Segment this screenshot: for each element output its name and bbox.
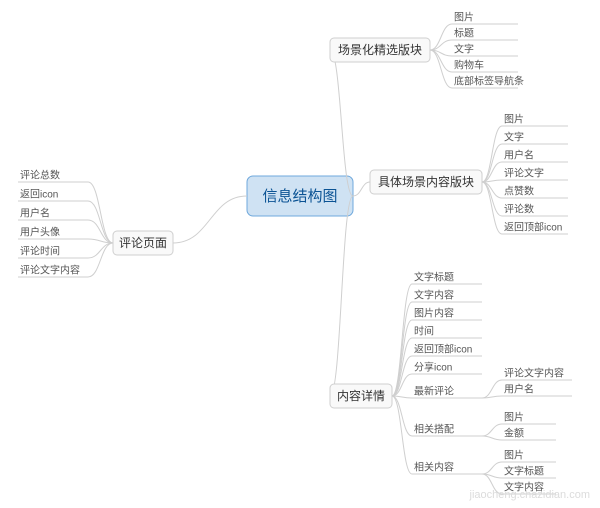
leaf-label: 底部标签导航条: [454, 75, 524, 88]
edge-branch-leaf: [88, 201, 113, 243]
mindmap-diagram: 信息结构图评论页面评论总数返回icon用户名用户头像评论时间评论文字内容场景化精…: [0, 0, 600, 508]
leaf-label: 点赞数: [504, 185, 534, 198]
leaf-label: 文字标题: [504, 465, 544, 478]
leaf-label: 文字: [454, 43, 474, 56]
leaf-label: 评论时间: [20, 245, 60, 258]
leaf-label: 文字内容: [414, 289, 454, 302]
leaf-label: 评论总数: [20, 169, 60, 182]
edge-branch-leaf: [482, 162, 502, 182]
leaf-label: 评论文字内容: [504, 367, 564, 380]
leaf-label: 评论数: [504, 203, 534, 216]
edge-branch-leaf: [88, 243, 113, 277]
leaf-label: 分享icon: [414, 361, 452, 374]
edge-branch-leaf: [88, 182, 113, 243]
edge-root-branch: [173, 196, 247, 243]
leaf-label: 评论文字内容: [20, 264, 80, 277]
leaf-label: 返回顶部icon: [504, 221, 562, 234]
leaf-label: 用户名: [20, 207, 50, 220]
leaf-label: 相关内容: [414, 461, 454, 474]
edge-root-branch: [330, 196, 353, 396]
edge-branch-leaf: [482, 126, 502, 182]
leaf-label: 文字: [504, 131, 524, 144]
leaf-label: 相关搭配: [414, 423, 454, 436]
edge-branch-subleaf: [392, 396, 412, 436]
leaf-label: 评论文字: [504, 167, 544, 180]
leaf-label: 图片: [454, 11, 474, 24]
branch-label-comments: 评论页面: [119, 236, 167, 250]
edge-subleaf-child: [482, 424, 502, 436]
edge-root-branch: [353, 182, 370, 196]
branch-label-scene-content: 具体场景内容版块: [378, 174, 474, 189]
edge-branch-leaf: [392, 302, 412, 396]
leaf-label: 返回顶部icon: [414, 343, 472, 356]
leaf-label: 返回icon: [20, 189, 58, 201]
leaf-label: 图片: [504, 411, 524, 424]
edge-subleaf-child: [482, 462, 502, 474]
root-label: 信息结构图: [262, 188, 337, 205]
leaf-label: 用户名: [504, 383, 534, 396]
edge-branch-leaf: [430, 24, 452, 50]
leaf-label: 文字标题: [414, 271, 454, 284]
edge-branch-leaf: [88, 243, 113, 258]
edge-branch-leaf: [392, 356, 412, 396]
leaf-label: 金额: [504, 427, 524, 440]
leaf-label: 最新评论: [414, 385, 454, 398]
leaf-label: 购物车: [454, 59, 484, 72]
branch-label-scene-featured: 场景化精选版块: [338, 43, 422, 57]
leaf-label: 用户名: [504, 149, 534, 162]
leaf-label: 时间: [414, 325, 434, 338]
leaf-label: 用户头像: [20, 226, 60, 239]
leaf-label: 图片: [504, 113, 524, 126]
leaf-label: 标题: [454, 28, 474, 40]
watermark-text: jiaocheng.chazidian.com: [469, 489, 590, 501]
edge-root-branch: [330, 50, 353, 196]
edge-branch-leaf: [482, 182, 502, 216]
branch-label-content-detail: 内容详情: [337, 388, 385, 403]
edge-subleaf-child: [482, 380, 502, 398]
leaf-label: 图片内容: [414, 307, 454, 320]
leaf-label: 图片: [504, 449, 524, 462]
edge-subleaf-child: [482, 436, 502, 440]
